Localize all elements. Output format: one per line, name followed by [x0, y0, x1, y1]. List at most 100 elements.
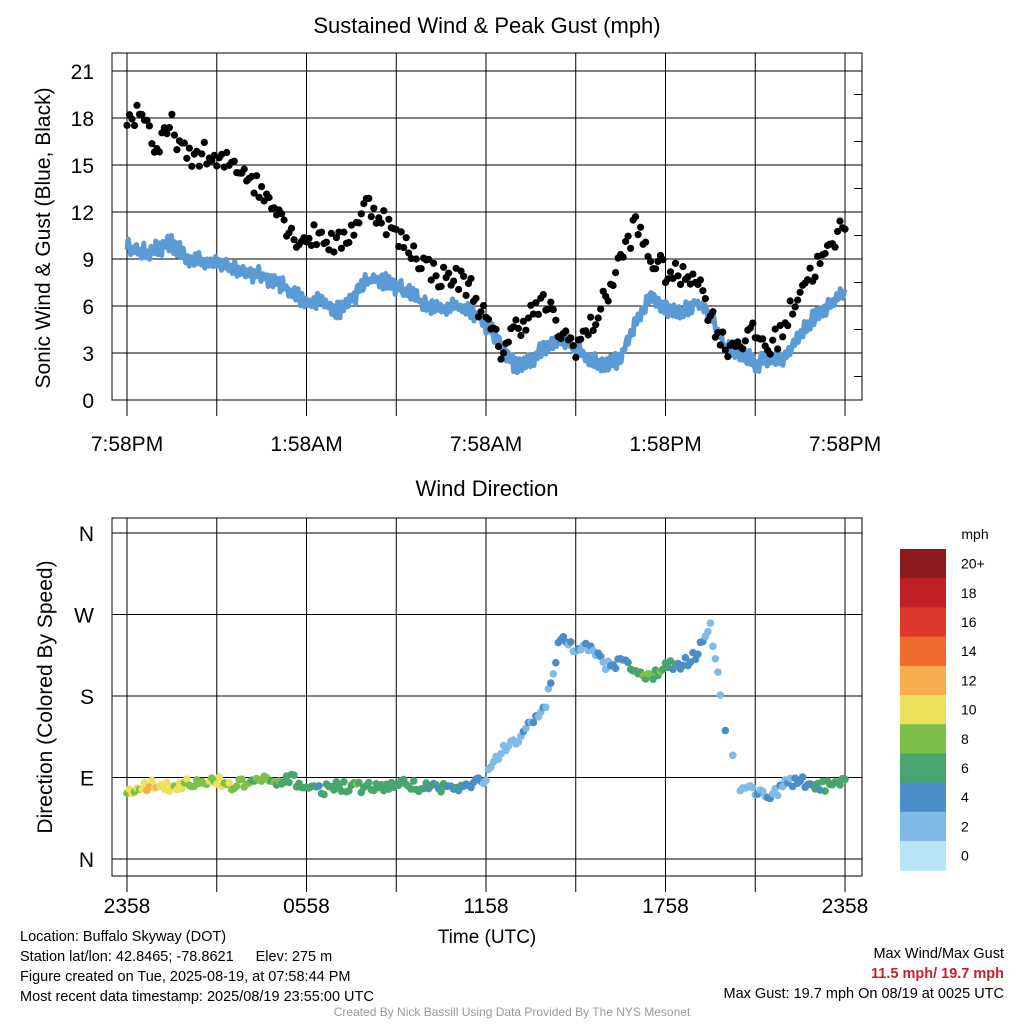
gust-point	[278, 210, 286, 218]
direction-point	[542, 703, 550, 712]
gust-point	[312, 241, 321, 249]
gust-point	[666, 268, 675, 276]
top-x-tick-label: 7:58AM	[450, 433, 522, 456]
gust-point	[547, 298, 555, 306]
gust-point	[417, 265, 425, 273]
top-x-tick-label: 7:58PM	[809, 433, 881, 456]
gust-point	[258, 183, 266, 191]
gust-point	[811, 273, 819, 281]
gust-point	[377, 219, 385, 227]
gust-point	[794, 296, 802, 304]
bottom-y-tick-label: N	[79, 849, 94, 872]
bottom-x-tick-label: 2358	[822, 895, 869, 918]
direction-point	[237, 775, 246, 783]
direction-point	[841, 775, 849, 784]
gust-point	[280, 216, 288, 224]
top-y-tick-label: 9	[82, 249, 94, 272]
gust-point	[410, 242, 418, 250]
gust-point	[632, 213, 640, 221]
gust-point	[504, 338, 512, 346]
direction-point	[215, 773, 223, 781]
gust-point	[539, 291, 547, 299]
gust-point	[609, 281, 617, 290]
direction-point	[567, 638, 575, 646]
direction-point	[340, 778, 348, 786]
direction-point	[729, 751, 737, 760]
legend-label: 16	[961, 614, 977, 630]
gust-point	[831, 243, 839, 251]
gust-point	[305, 234, 313, 242]
direction-point	[611, 664, 620, 673]
legend-label: 2	[961, 818, 969, 834]
gust-point	[462, 291, 470, 299]
direction-point	[285, 778, 293, 787]
gust-point	[265, 193, 273, 202]
bottom-x-tick-label: 0558	[283, 895, 330, 918]
direction-point	[514, 738, 523, 746]
gust-point	[183, 154, 191, 162]
gust-point	[253, 172, 261, 180]
gust-point	[365, 194, 373, 202]
gust-point	[367, 213, 375, 221]
gust-point	[357, 210, 365, 218]
gust-point	[322, 238, 330, 246]
legend-label: 12	[961, 672, 977, 688]
gust-point	[290, 236, 298, 244]
gust-point	[425, 255, 433, 263]
gust-point	[405, 249, 413, 257]
gust-point	[637, 223, 645, 231]
legend-swatch	[900, 811, 946, 842]
gust-point	[796, 288, 804, 296]
gust-point	[512, 316, 520, 324]
gust-point	[771, 325, 779, 333]
direction-point	[544, 685, 553, 693]
gust-point	[642, 238, 650, 246]
station-info: Location: Buffalo Skyway (DOT) Station l…	[20, 927, 374, 1007]
gust-point	[522, 326, 530, 334]
gust-point	[350, 231, 358, 239]
direction-point	[714, 668, 722, 676]
gust-point	[340, 228, 348, 236]
gust-point	[198, 150, 206, 158]
top-chart-title: Sustained Wind & Peak Gust (mph)	[313, 13, 660, 38]
max-title: Max Wind/Max Gust	[873, 946, 1004, 962]
elevation-text: Elev: 275 m	[255, 949, 333, 965]
latlon-text: Station lat/lon: 42.8465; -78.8621	[20, 949, 234, 965]
gust-point	[651, 265, 660, 273]
top-y-axis-label: Sonic Wind & Gust (Blue, Black)	[32, 87, 55, 388]
gust-point	[155, 148, 163, 156]
gust-point	[841, 225, 849, 233]
direction-point	[178, 784, 186, 793]
gust-point	[427, 276, 435, 284]
direction-point	[596, 652, 605, 661]
gust-point	[477, 308, 485, 316]
gust-point	[499, 349, 508, 357]
direction-point	[716, 691, 725, 699]
top-y-tick-label: 3	[82, 343, 94, 366]
gust-point	[240, 165, 248, 173]
gust-point	[455, 285, 463, 294]
gust-point	[170, 131, 178, 139]
gust-point	[619, 253, 627, 261]
legend-label: 20+	[961, 556, 985, 572]
gust-point	[572, 353, 580, 361]
top-x-tick-label: 1:58PM	[629, 433, 701, 456]
gust-point	[143, 116, 151, 124]
gust-point	[128, 115, 136, 123]
legend-swatch	[900, 636, 946, 667]
bottom-chart-title: Wind Direction	[415, 476, 558, 501]
bottom-x-axis-label: Time (UTC)	[438, 927, 537, 948]
gust-point	[701, 295, 710, 303]
gust-point	[739, 345, 747, 353]
legend-label: 14	[961, 643, 977, 659]
gust-point	[659, 256, 667, 264]
max-values: 11.5 mph/ 19.7 mph	[871, 966, 1004, 982]
gust-point	[567, 334, 575, 342]
bottom-y-tick-label: W	[74, 605, 94, 628]
gust-point	[332, 234, 340, 242]
direction-point	[704, 627, 712, 636]
gust-point	[816, 260, 824, 268]
gust-point	[345, 238, 353, 247]
gust-point	[562, 327, 570, 335]
legend-swatch	[900, 665, 946, 696]
